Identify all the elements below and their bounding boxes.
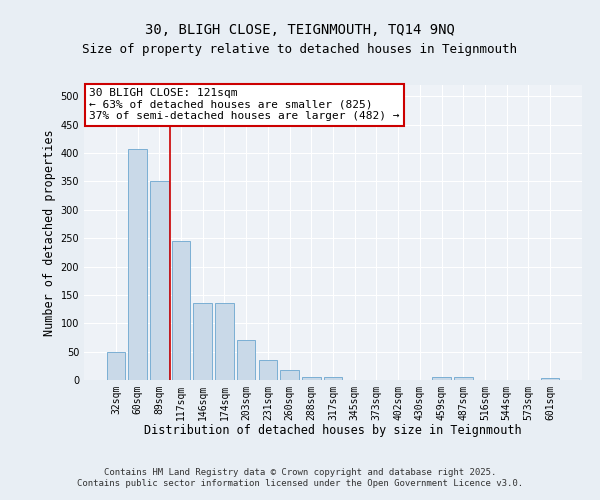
- Bar: [259, 360, 277, 380]
- Text: 30, BLIGH CLOSE, TEIGNMOUTH, TQ14 9NQ: 30, BLIGH CLOSE, TEIGNMOUTH, TQ14 9NQ: [145, 22, 455, 36]
- Bar: [107, 352, 125, 380]
- Bar: [150, 182, 169, 380]
- Bar: [433, 377, 451, 380]
- Bar: [280, 370, 299, 380]
- Bar: [454, 377, 473, 380]
- Bar: [302, 376, 320, 380]
- Bar: [172, 241, 190, 380]
- Bar: [541, 378, 559, 380]
- Text: Size of property relative to detached houses in Teignmouth: Size of property relative to detached ho…: [83, 42, 517, 56]
- Bar: [237, 340, 256, 380]
- X-axis label: Distribution of detached houses by size in Teignmouth: Distribution of detached houses by size …: [144, 424, 522, 438]
- Bar: [193, 304, 212, 380]
- Bar: [215, 304, 233, 380]
- Y-axis label: Number of detached properties: Number of detached properties: [43, 129, 56, 336]
- Text: 30 BLIGH CLOSE: 121sqm
← 63% of detached houses are smaller (825)
37% of semi-de: 30 BLIGH CLOSE: 121sqm ← 63% of detached…: [89, 88, 400, 121]
- Bar: [128, 148, 147, 380]
- Bar: [324, 376, 342, 380]
- Text: Contains HM Land Registry data © Crown copyright and database right 2025.
Contai: Contains HM Land Registry data © Crown c…: [77, 468, 523, 487]
